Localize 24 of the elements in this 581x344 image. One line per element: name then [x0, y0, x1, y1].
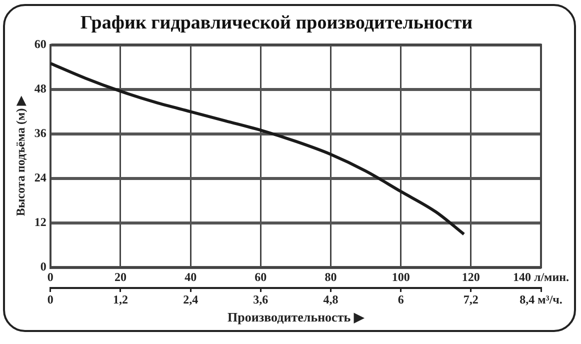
- x2-tick-label: 8,4 м³/ч.: [520, 292, 562, 306]
- y-tick-label: 48: [34, 81, 46, 96]
- y-tick-label: 12: [34, 215, 46, 230]
- y-tick-label: 24: [34, 170, 46, 185]
- x-axis-title: Производительность ▶: [228, 310, 365, 325]
- y-axis-title: Высота подъёма (м) ▶: [13, 95, 28, 216]
- x2-tick-label: 6: [398, 292, 404, 306]
- x2-tick-label: 7,2: [463, 292, 478, 306]
- x-tick-label: 120: [462, 270, 480, 284]
- x-tick-label: 60: [254, 270, 267, 284]
- x-tick-label: 20: [114, 270, 126, 284]
- x2-tick-label: 1,2: [112, 292, 128, 306]
- x-tick-label: 140 л/мин.: [512, 270, 570, 284]
- x2-tick-label: 2,4: [183, 292, 198, 306]
- y-tick-label: 60: [34, 36, 46, 51]
- x2-tick-label: 3,6: [253, 292, 268, 306]
- x-tick-label: 40: [184, 270, 197, 284]
- chart-title: График гидравлической производительности: [80, 12, 473, 34]
- line-series: [50, 62, 466, 236]
- x-tick-label: 100: [392, 270, 410, 284]
- y-tick-label: 0: [40, 260, 46, 274]
- x2-tick-label: 4,8: [323, 292, 338, 306]
- x-tick-label: 80: [324, 270, 337, 284]
- y-tick-label: 36: [34, 126, 46, 140]
